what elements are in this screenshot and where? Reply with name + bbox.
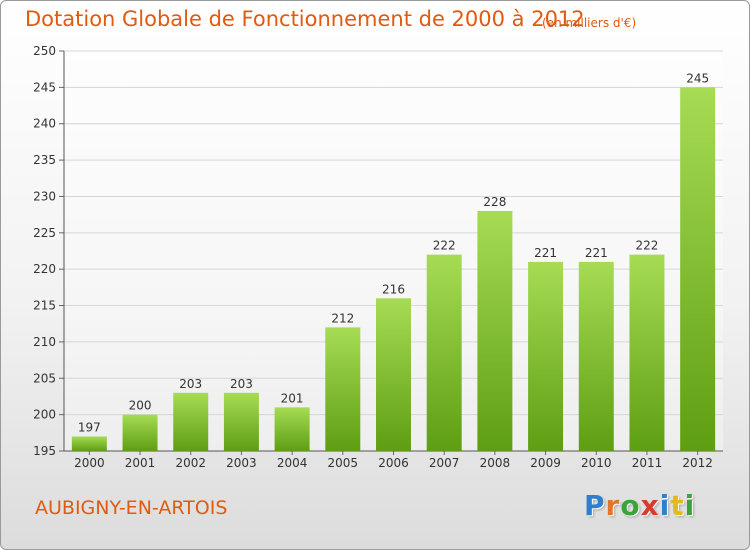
y-tick-label: 230 <box>33 189 56 203</box>
y-tick-label: 205 <box>33 371 56 385</box>
bar-2009 <box>528 261 564 451</box>
y-tick-label: 250 <box>33 44 56 58</box>
bar-2004 <box>274 407 310 451</box>
y-tick-label: 215 <box>33 299 56 313</box>
x-tick-label-2012: 2012 <box>682 456 713 470</box>
y-tick-label: 240 <box>33 117 56 131</box>
x-tick-label-2009: 2009 <box>530 456 561 470</box>
y-tick-label: 210 <box>33 335 56 349</box>
x-tick-label-2011: 2011 <box>632 456 663 470</box>
bar-2002 <box>173 392 209 451</box>
data-label-2010: 221 <box>585 246 608 260</box>
commune-name: AUBIGNY-EN-ARTOIS <box>35 497 228 519</box>
y-tick-label: 235 <box>33 153 56 167</box>
x-tick-label-2008: 2008 <box>480 456 511 470</box>
logo-letter: P <box>584 489 606 522</box>
y-tick-label: 220 <box>33 262 56 276</box>
data-label-2007: 222 <box>433 239 456 253</box>
logo-letter: t <box>670 489 685 522</box>
x-tick-label-2000: 2000 <box>74 456 105 470</box>
data-label-2006: 216 <box>382 282 405 296</box>
y-tick-label: 225 <box>33 226 56 240</box>
x-tick-label-2007: 2007 <box>429 456 460 470</box>
bar-2012 <box>680 87 716 451</box>
x-tick-label-2003: 2003 <box>226 456 257 470</box>
y-tick-label: 245 <box>33 80 56 94</box>
logo-letter: x <box>640 489 660 522</box>
x-tick-label-2004: 2004 <box>277 456 308 470</box>
data-label-2002: 203 <box>179 377 202 391</box>
chart-subtitle: (en milliers d'€) <box>542 16 637 30</box>
bar-2011 <box>629 254 665 451</box>
x-tick-label-2001: 2001 <box>125 456 156 470</box>
data-label-2012: 245 <box>686 71 709 85</box>
y-tick-label: 195 <box>33 444 56 458</box>
data-label-2009: 221 <box>534 246 557 260</box>
bar-2001 <box>122 414 158 451</box>
bar-2007 <box>426 254 462 451</box>
logo-letter: i <box>659 489 671 522</box>
logo-letter: o <box>620 489 641 522</box>
x-tick-label-2006: 2006 <box>378 456 409 470</box>
data-label-2004: 201 <box>281 391 304 405</box>
bar-2000 <box>71 436 107 451</box>
bar-2006 <box>376 298 411 451</box>
bar-2005 <box>325 327 361 451</box>
data-label-2001: 200 <box>129 399 152 413</box>
x-tick-label-2005: 2005 <box>328 456 359 470</box>
proxiti-logo: Proxiti <box>584 489 695 522</box>
logo-letter: r <box>605 489 621 522</box>
chart-title: Dotation Globale de Fonctionnement de 20… <box>25 7 585 31</box>
x-tick-label-2010: 2010 <box>581 456 612 470</box>
data-label-2011: 222 <box>636 239 659 253</box>
data-label-2008: 228 <box>483 195 506 209</box>
bar-2003 <box>223 392 259 451</box>
data-label-2003: 203 <box>230 377 253 391</box>
bar-2010 <box>578 261 614 451</box>
y-tick-label: 200 <box>33 408 56 422</box>
data-label-2000: 197 <box>78 420 101 434</box>
bar-2008 <box>477 211 513 451</box>
data-label-2005: 212 <box>331 311 354 325</box>
x-tick-label-2002: 2002 <box>175 456 206 470</box>
logo-letter: i <box>684 489 696 522</box>
